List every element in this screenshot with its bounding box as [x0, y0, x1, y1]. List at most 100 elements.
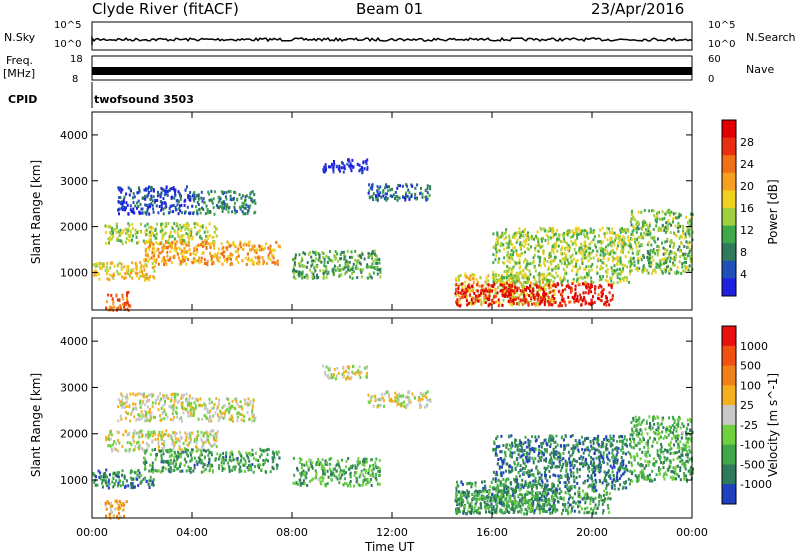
range-gate-cell: [122, 483, 125, 487]
range-gate-cell: [483, 296, 486, 299]
range-gate-cell: [333, 474, 336, 478]
range-gate-cell: [659, 264, 662, 268]
range-gate-cell: [648, 264, 651, 268]
range-gate-cell: [325, 267, 328, 271]
range-gate-cell: [169, 448, 172, 452]
range-gate-cell: [465, 294, 468, 298]
range-gate-cell: [106, 500, 109, 503]
range-gate-cell: [585, 256, 588, 260]
range-gate-cell: [179, 247, 182, 251]
range-gate-cell: [494, 258, 497, 262]
range-gate-cell: [251, 200, 254, 204]
range-gate-cell: [519, 241, 522, 245]
range-gate-cell: [332, 267, 335, 271]
range-gate-cell: [459, 296, 462, 300]
range-gate-cell: [548, 301, 551, 305]
range-gate-cell: [476, 283, 479, 287]
range-gate-cell: [564, 258, 567, 262]
range-gate-cell: [223, 204, 226, 208]
range-gate-cell: [504, 282, 507, 286]
range-gate-cell: [202, 240, 205, 244]
range-gate-cell: [298, 270, 301, 274]
range-gate-cell: [357, 457, 360, 461]
range-gate-cell: [210, 407, 213, 411]
range-gate-cell: [375, 466, 378, 470]
range-gate-cell: [164, 231, 167, 235]
range-gate-cell: [455, 302, 458, 306]
range-gate-cell: [585, 282, 588, 285]
range-gate-cell: [524, 227, 526, 231]
range-gate-cell: [238, 470, 241, 474]
range-gate-cell: [572, 280, 575, 284]
range-gate-cell: [376, 466, 379, 470]
range-gate-cell: [196, 448, 199, 452]
range-gate-cell: [182, 257, 185, 261]
range-gate-cell: [157, 395, 160, 398]
range-gate-cell: [196, 223, 199, 227]
range-gate-cell: [476, 289, 479, 293]
range-gate-cell: [554, 285, 557, 289]
range-gate-cell: [348, 260, 351, 264]
range-gate-cell: [690, 222, 693, 226]
range-gate-cell: [197, 433, 200, 437]
range-gate-cell: [126, 393, 128, 397]
range-gate-cell: [304, 252, 306, 256]
range-gate-cell: [606, 300, 609, 303]
range-gate-cell: [508, 256, 511, 260]
range-gate-cell: [689, 258, 692, 261]
range-gate-cell: [539, 226, 542, 230]
range-gate-cell: [151, 226, 154, 230]
range-gate-cell: [534, 497, 536, 501]
range-gate-cell: [244, 212, 247, 216]
range-gate-cell: [542, 276, 545, 280]
range-gate-cell: [473, 273, 476, 277]
range-gate-cell: [520, 508, 523, 512]
range-gate-cell: [619, 258, 622, 262]
range-gate-cell: [172, 431, 175, 435]
range-gate-cell: [664, 212, 667, 216]
range-gate-cell: [157, 469, 160, 473]
range-gate-cell: [173, 416, 176, 419]
range-gate-cell: [113, 483, 116, 487]
range-gate-cell: [633, 264, 636, 267]
range-gate-cell: [630, 262, 633, 266]
range-gate-cell: [119, 201, 121, 204]
range-gate-cell: [212, 261, 215, 265]
range-gate-cell: [355, 471, 358, 475]
range-gate-cell: [207, 435, 210, 439]
range-gate-cell: [189, 440, 192, 444]
range-gate-cell: [576, 236, 579, 240]
range-gate-cell: [209, 409, 211, 413]
range-gate-cell: [533, 253, 536, 257]
range-gate-cell: [512, 302, 515, 305]
range-gate-cell: [550, 303, 552, 307]
range-gate-cell: [353, 484, 356, 488]
range-gate-cell: [329, 165, 332, 169]
range-gate-cell: [105, 306, 108, 310]
range-gate-cell: [518, 242, 521, 246]
range-gate-cell: [565, 272, 568, 276]
range-gate-cell: [477, 299, 479, 303]
range-gate-cell: [178, 262, 181, 266]
range-gate-cell: [234, 245, 237, 249]
range-gate-cell: [347, 264, 350, 268]
range-gate-cell: [593, 235, 596, 239]
range-gate-cell: [647, 229, 650, 233]
range-gate-cell: [229, 244, 232, 248]
range-gate-cell: [195, 245, 198, 248]
range-gate-cell: [271, 456, 274, 460]
range-gate-cell: [195, 449, 198, 453]
range-gate-cell: [365, 162, 368, 166]
power-scatter-region: [104, 222, 218, 246]
range-gate-cell: [102, 472, 105, 476]
range-gate-cell: [147, 185, 150, 189]
range-gate-cell: [160, 251, 163, 255]
range-gate-cell: [210, 444, 213, 448]
range-gate-cell: [685, 215, 687, 219]
range-gate-cell: [459, 291, 462, 295]
range-gate-cell: [528, 269, 531, 273]
range-gate-cell: [174, 434, 177, 438]
range-gate-cell: [505, 290, 508, 293]
range-gate-cell: [339, 468, 342, 472]
range-gate-cell: [210, 400, 213, 404]
